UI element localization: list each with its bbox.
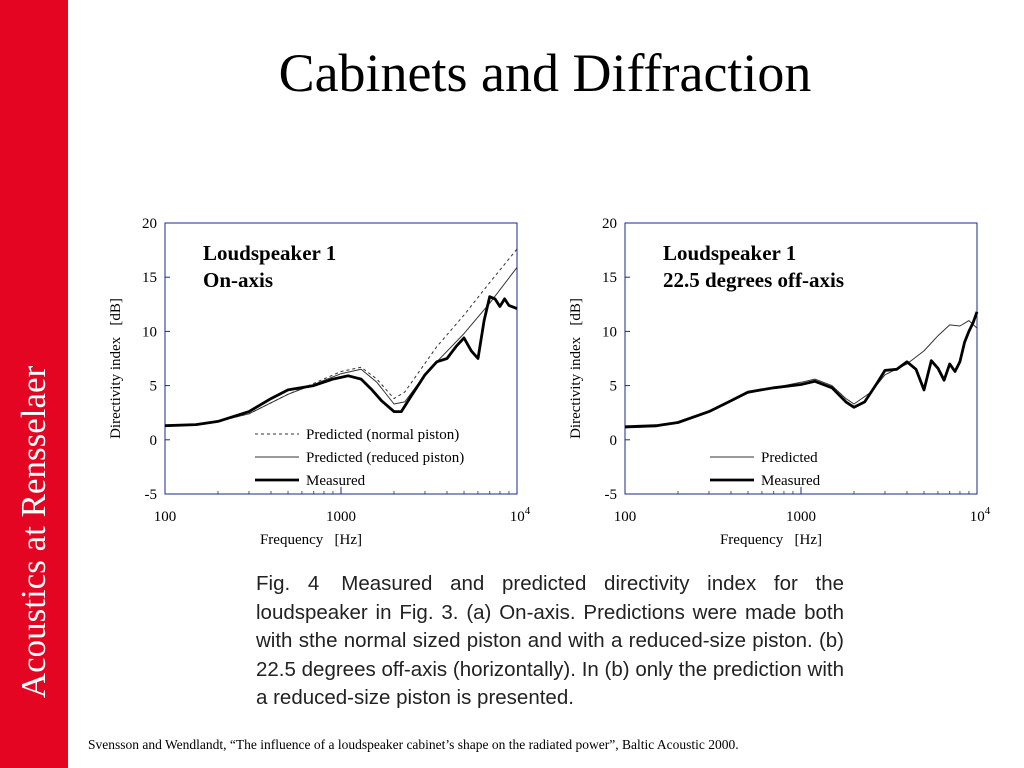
x-tick-label: 104 (970, 505, 991, 525)
x-axis-label: Frequency [Hz] (720, 532, 822, 548)
y-axis-label: Directivity index [dB] (108, 298, 124, 439)
sidebar: Acoustics at Rensselaer (0, 0, 68, 768)
x-tick-label-base: 10 (510, 509, 525, 525)
legend-label: Predicted (reduced piston) (306, 450, 464, 466)
x-tick-label-base: 10 (970, 509, 985, 525)
y-tick-label: 0 (150, 433, 158, 449)
chart-title: Loudspeaker 1 (203, 241, 336, 265)
y-tick-label: 0 (610, 433, 618, 449)
legend-label: Measured (306, 473, 366, 489)
legend-label: Measured (761, 473, 821, 489)
series-line-thick (164, 295, 518, 428)
x-tick-label: 1000 (786, 509, 816, 525)
y-tick-label: 5 (610, 379, 618, 395)
chart-subtitle: On-axis (203, 268, 273, 292)
y-tick-label: 10 (602, 324, 617, 340)
x-tick-label-exponent: 4 (985, 505, 991, 517)
legend-label: Predicted (761, 450, 818, 466)
y-tick-label: 10 (142, 324, 157, 340)
y-tick-label: -5 (605, 487, 618, 503)
chart-subtitle: 22.5 degrees off-axis (663, 268, 844, 292)
x-tick-label-exponent: 4 (525, 505, 531, 517)
caption-text: Measured and predicted directivity index… (256, 572, 844, 710)
y-tick-label: 5 (150, 379, 158, 395)
x-tick-label: 1000 (326, 509, 356, 525)
series-line-thin (624, 320, 978, 429)
slide-title: Cabinets and Diffraction (278, 43, 812, 103)
y-tick-label: 15 (602, 270, 617, 286)
x-tick-label: 100 (614, 509, 637, 525)
series-line-thick (624, 311, 979, 429)
y-axis-label: Directivity index [dB] (568, 298, 584, 439)
x-tick-label: 100 (154, 509, 177, 525)
x-axis-label: Frequency [Hz] (260, 532, 362, 548)
figure-caption: Fig. 4 Measured and predicted directivity… (256, 570, 844, 713)
x-tick-label: 104 (510, 505, 531, 525)
y-tick-label: 15 (142, 270, 157, 286)
series-line-dashed (164, 248, 518, 427)
chart-title: Loudspeaker 1 (663, 241, 796, 265)
legend-label: Predicted (normal piston) (306, 427, 459, 443)
sidebar-title: Acoustics at Rensselaer (14, 365, 53, 699)
caption-label: Fig. 4 (256, 572, 320, 595)
y-tick-label: -5 (145, 487, 158, 503)
citation-footer: Svensson and Wendlandt, “The influence o… (88, 737, 739, 752)
y-tick-label: 20 (602, 216, 617, 232)
y-tick-label: 20 (142, 216, 157, 232)
